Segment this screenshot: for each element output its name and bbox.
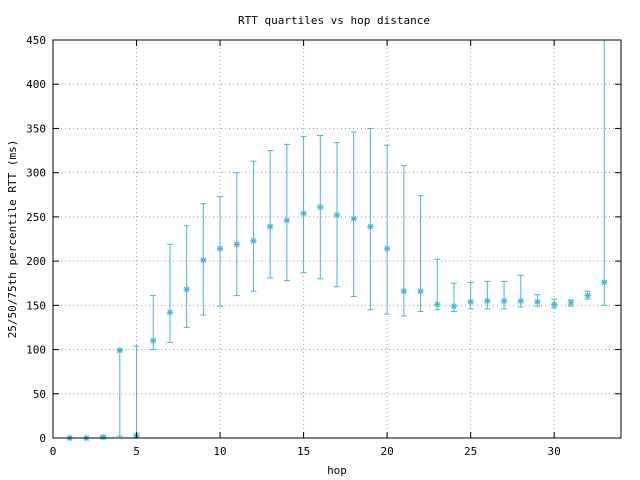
- median-marker: [333, 211, 341, 219]
- y-tick-label: 0: [39, 432, 46, 445]
- data-point-hop-10: [216, 196, 224, 307]
- data-point-hop-8: [183, 225, 190, 328]
- data-point-hop-17: [333, 142, 341, 288]
- data-point-hop-20: [383, 144, 391, 315]
- data-point-hop-33: [601, 39, 608, 306]
- data-point-hop-4: [116, 347, 124, 437]
- median-marker: [601, 279, 608, 286]
- y-tick-label: 350: [26, 122, 46, 135]
- data-point-hop-28: [517, 274, 524, 308]
- x-tick-label: 20: [380, 445, 393, 458]
- median-marker: [584, 292, 591, 299]
- y-tick-label: 450: [26, 34, 46, 47]
- data-point-hop-7: [166, 243, 174, 343]
- x-tick-label: 5: [133, 445, 140, 458]
- x-tick-label: 30: [548, 445, 561, 458]
- data-point-hop-18: [350, 131, 357, 297]
- x-tick-label: 0: [50, 445, 57, 458]
- data-point-hop-31: [567, 299, 575, 307]
- axis-ticks: 0 50 100 150 200 250 300 350 400 450 0 5 10 15 20 25 30: [26, 34, 621, 458]
- median-marker: [317, 203, 324, 211]
- data-point-hop-24: [450, 282, 458, 313]
- y-tick-label: 400: [26, 78, 46, 91]
- data-point-hop-15: [300, 135, 307, 274]
- median-marker: [450, 303, 458, 310]
- median-marker: [517, 297, 524, 305]
- data-point-hop-26: [484, 280, 491, 310]
- data-point-hop-29: [534, 294, 541, 307]
- median-marker: [550, 301, 558, 308]
- x-axis-label: hop: [327, 464, 347, 477]
- data-series: [66, 39, 608, 442]
- median-marker: [183, 286, 190, 293]
- y-tick-label: 50: [33, 388, 46, 401]
- y-tick-label: 150: [26, 299, 46, 312]
- data-point-hop-5: [133, 345, 140, 439]
- median-marker: [367, 223, 374, 230]
- median-marker: [200, 257, 207, 264]
- data-point-hop-13: [266, 150, 274, 279]
- data-point-hop-9: [200, 203, 207, 316]
- median-marker: [417, 287, 424, 295]
- x-tick-label: 10: [213, 445, 226, 458]
- median-marker: [400, 287, 408, 295]
- median-marker: [350, 215, 357, 222]
- median-marker: [283, 217, 291, 224]
- median-marker: [500, 297, 508, 305]
- data-point-hop-22: [417, 195, 424, 313]
- median-marker: [250, 237, 257, 244]
- data-point-hop-32: [584, 290, 591, 300]
- median-marker: [383, 245, 391, 252]
- data-point-hop-23: [434, 258, 441, 311]
- y-tick-label: 100: [26, 344, 46, 357]
- median-marker: [300, 210, 307, 217]
- y-tick-label: 200: [26, 255, 46, 268]
- median-marker: [434, 301, 441, 308]
- median-marker: [484, 297, 491, 305]
- data-point-hop-11: [233, 172, 240, 297]
- median-marker: [116, 347, 124, 354]
- median-marker: [567, 299, 575, 306]
- median-marker: [467, 298, 474, 305]
- data-point-hop-6: [150, 295, 157, 351]
- median-marker: [99, 433, 107, 441]
- median-marker: [150, 337, 157, 344]
- median-marker: [216, 245, 224, 252]
- data-point-hop-3: [99, 433, 107, 441]
- data-point-hop-16: [317, 135, 324, 280]
- median-marker: [166, 309, 174, 316]
- median-marker: [266, 223, 274, 230]
- x-tick-label: 25: [464, 445, 477, 458]
- data-point-hop-27: [500, 280, 508, 310]
- y-tick-label: 300: [26, 167, 46, 180]
- data-point-hop-19: [367, 127, 374, 311]
- data-point-hop-14: [283, 143, 291, 282]
- data-point-hop-30: [550, 298, 558, 309]
- data-point-hop-21: [400, 165, 408, 317]
- plot-frame: [52, 39, 622, 439]
- median-marker: [233, 241, 240, 248]
- y-tick-label: 250: [26, 211, 46, 224]
- x-tick-label: 15: [297, 445, 310, 458]
- median-marker: [534, 298, 541, 305]
- data-point-hop-12: [250, 160, 257, 292]
- data-point-hop-25: [467, 281, 474, 310]
- y-axis-label: 25/50/75th percentile RTT (ms): [6, 140, 19, 339]
- chart-title: RTT quartiles vs hop distance: [238, 14, 430, 27]
